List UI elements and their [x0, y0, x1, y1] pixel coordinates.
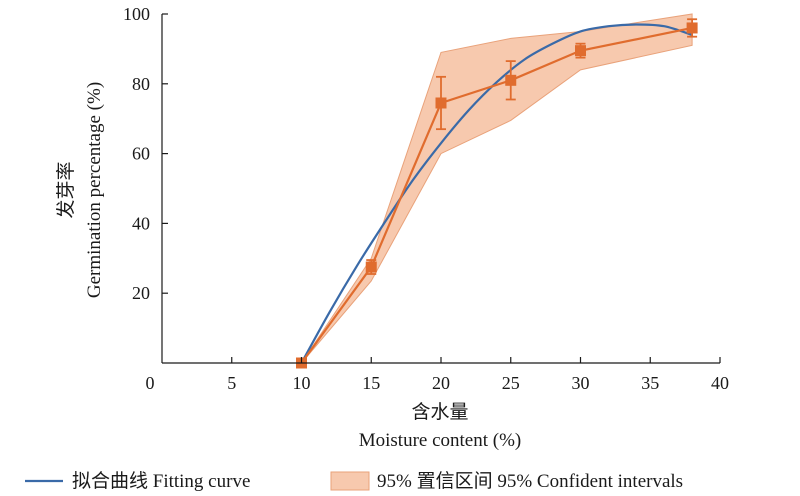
x-tick-label: 0 [146, 373, 155, 393]
y-tick-label: 40 [132, 213, 150, 233]
x-tick-label: 5 [227, 373, 236, 393]
data-point [435, 97, 447, 109]
legend-fit-label: 拟合曲线 Fitting curve [72, 470, 250, 492]
y-ticks: 20 40 60 80 100 [123, 4, 168, 303]
x-axis-title-en: Moisture content (%) [359, 430, 522, 451]
x-tick-label: 35 [641, 373, 659, 393]
x-ticks: 0 5 10 15 20 25 30 35 40 [146, 357, 729, 393]
y-tick-label: 80 [132, 74, 150, 94]
x-axis-title-cn: 含水量 [411, 401, 468, 423]
legend-band-label: 95% 置信区间 95% Confident intervals [377, 470, 683, 492]
x-tick-label: 40 [711, 373, 729, 393]
fitting-curve-layer [300, 23, 693, 364]
measured-line [300, 26, 693, 364]
data-point [505, 74, 517, 86]
y-tick-label: 60 [132, 144, 150, 164]
y-axis-title-en: Germination percentage (%) [84, 82, 105, 298]
y-axis-title-cn: 发芽率 [55, 161, 77, 218]
legend: 拟合曲线 Fitting curve 95% 置信区间 95% Confiden… [25, 470, 683, 492]
y-tick-label: 100 [123, 4, 150, 24]
x-tick-label: 20 [432, 373, 450, 393]
data-point [365, 261, 377, 273]
y-tick-label: 20 [132, 283, 150, 303]
fitting-curve [300, 23, 693, 364]
legend-band-swatch [330, 471, 370, 491]
x-tick-label: 10 [293, 373, 311, 393]
x-tick-label: 30 [572, 373, 590, 393]
confidence-band [301, 13, 693, 364]
confidence-band-layer [301, 13, 693, 364]
x-tick-label: 15 [362, 373, 380, 393]
data-point [686, 22, 698, 34]
data-point [575, 45, 586, 57]
x-tick-label: 25 [502, 373, 520, 393]
